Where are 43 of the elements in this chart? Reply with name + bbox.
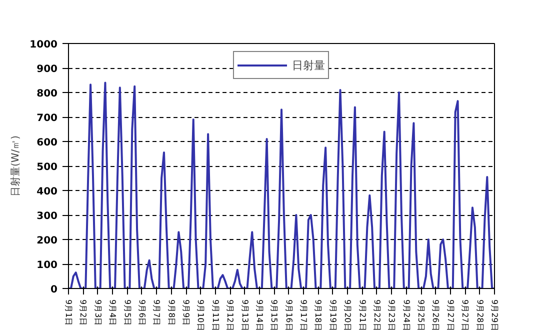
x-tick-label: 9月24日 [402,300,411,331]
y-tick-label: 700 [36,113,58,124]
x-tick-label: 9月8日 [166,300,176,326]
x-tick-label: 9月19日 [328,300,338,331]
x-tick-label: 9月16日 [284,300,294,331]
x-tick-label: 9月29日 [490,300,499,331]
y-tick-label: 100 [36,260,58,271]
x-tick-label: 9月22日 [372,300,382,331]
x-tick-label: 9月27日 [446,300,455,331]
x-tick-label: 9月15日 [270,300,279,331]
x-tick-label: 9月6日 [137,300,146,326]
x-tick-label: 9月5日 [122,300,132,326]
x-tick-label: 9月13日 [240,300,250,331]
x-tick-label: 9月27日 [460,300,470,331]
y-tick-label: 600 [36,138,58,148]
x-tick-label: 9月26日 [431,300,440,331]
y-tick-label: 300 [36,211,58,222]
x-tick-label: 9月12日 [226,300,235,331]
x-tick-label: 9月28日 [475,300,484,331]
x-tick-label: 9月7日 [152,300,162,326]
x-tick-label: 9月3日 [93,300,102,326]
x-tick-label: 9月10日 [196,300,206,331]
y-axis-title: 日射量(W/㎡) [10,135,22,197]
x-tick-label: 9月9日 [182,300,191,326]
y-tick-label: 400 [36,186,58,198]
y-tick-label: 500 [36,162,58,173]
x-tick-label: 9月11日 [210,300,220,331]
x-tick-label: 9月2日 [78,300,88,326]
x-tick-label: 9月1日 [64,300,73,326]
x-tick-label: 9月17日 [299,300,308,331]
x-tick-label: 9月14日 [254,300,264,331]
legend-label: 日射量 [292,58,325,72]
y-tick-label: 1000 [30,40,58,50]
x-tick-label: 9月4日 [108,300,118,326]
x-tick-label: 9月25日 [416,300,426,331]
x-tick-label: 9月23日 [387,300,396,331]
y-tick-label: 0 [50,284,58,296]
x-tick-label: 9月18日 [314,300,323,331]
y-tick-label: 200 [36,236,58,246]
x-tick-label: 9月21日 [358,300,367,331]
y-tick-label: 900 [36,64,58,75]
x-tick-label: 9月20日 [343,300,352,331]
y-tick-label: 800 [36,88,58,100]
